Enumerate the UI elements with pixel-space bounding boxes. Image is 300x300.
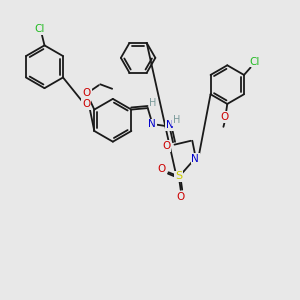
Text: O: O (82, 99, 90, 109)
Text: N: N (166, 120, 174, 130)
Text: O: O (83, 88, 91, 98)
Text: O: O (176, 192, 184, 202)
Text: N: N (191, 154, 199, 164)
Text: O: O (158, 164, 166, 174)
Text: S: S (176, 172, 182, 182)
Text: H: H (173, 115, 180, 125)
Text: N: N (148, 119, 156, 129)
Text: Cl: Cl (35, 24, 45, 34)
Text: O: O (162, 141, 171, 151)
Text: Cl: Cl (249, 57, 260, 67)
Text: H: H (149, 98, 157, 108)
Text: O: O (221, 112, 229, 122)
